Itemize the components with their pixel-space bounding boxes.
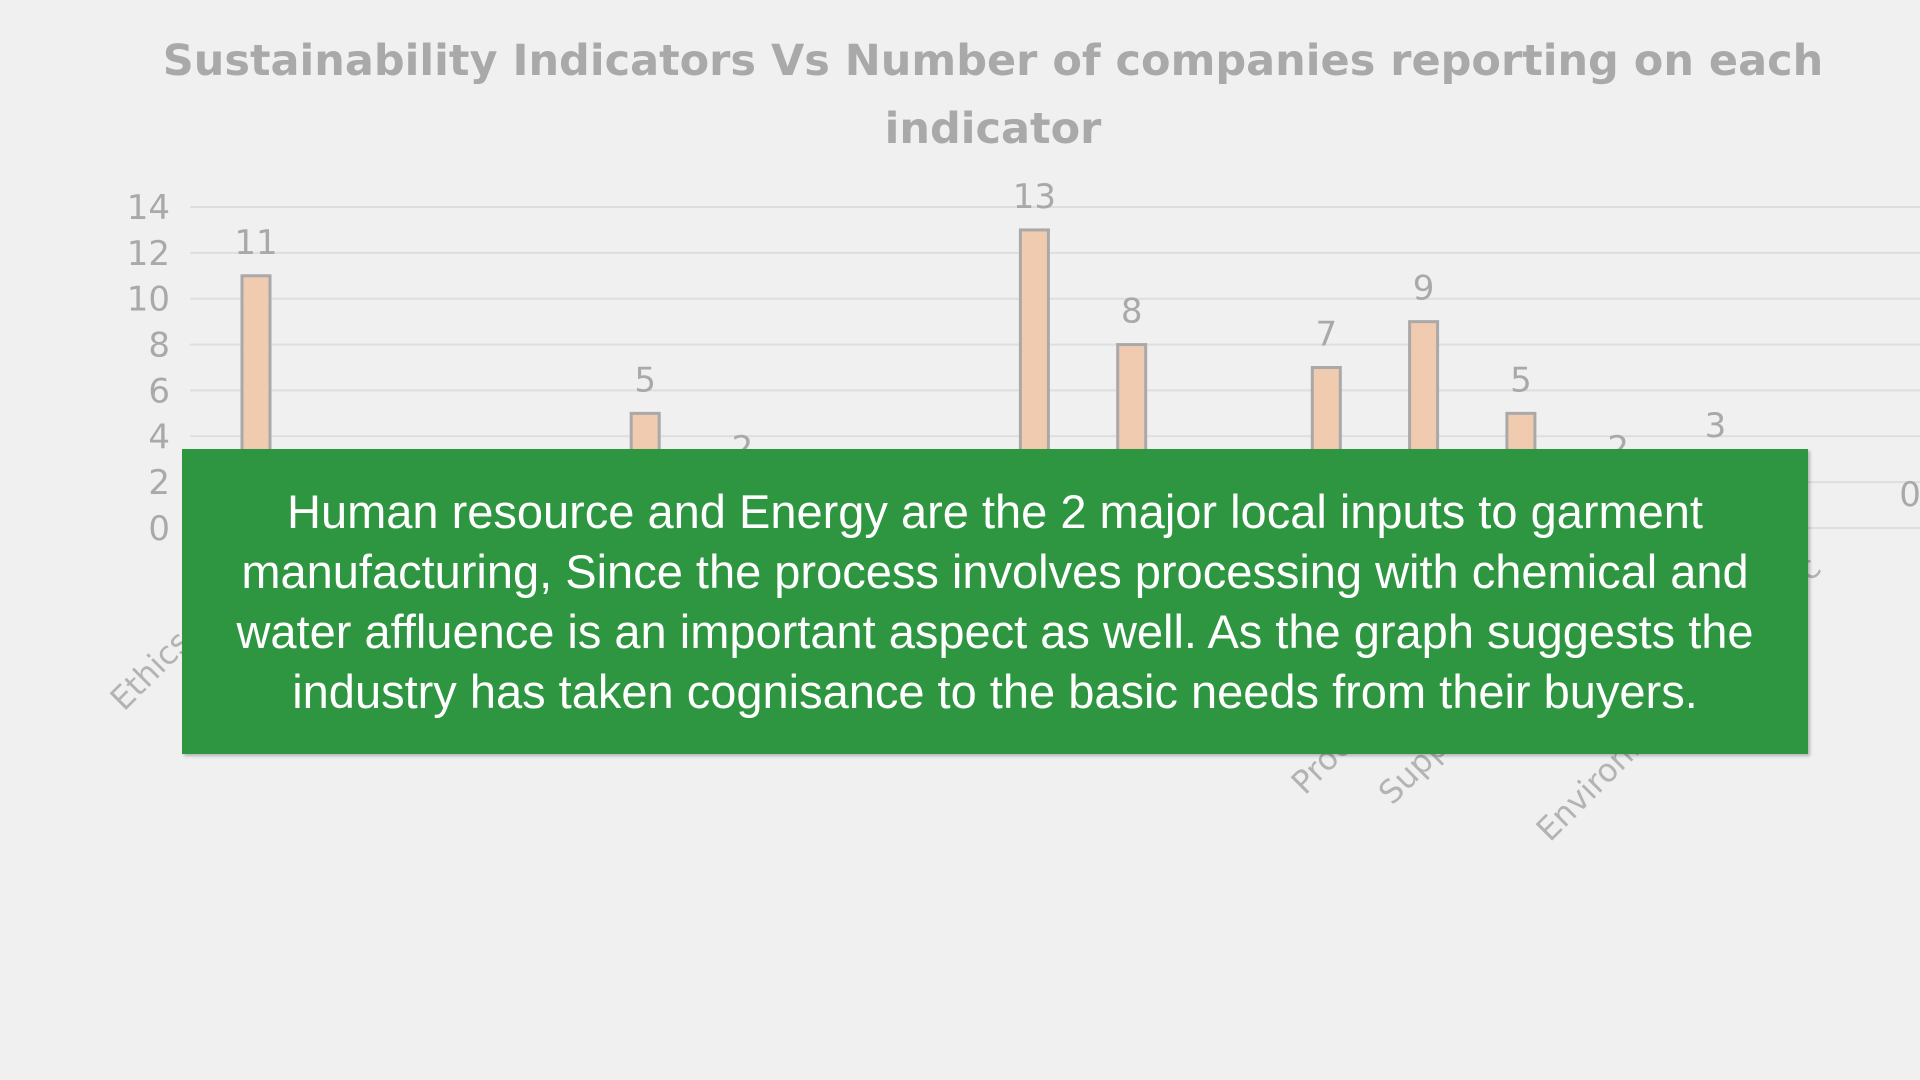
callout-text: Human resource and Energy are the 2 majo… [236,484,1754,718]
data-label: 5 [1510,360,1532,400]
y-tick-label: 0 [148,509,170,549]
y-tick-label: 6 [148,371,170,411]
data-label: 0 [1899,475,1920,515]
y-tick-label: 2 [148,463,170,503]
data-label: 3 [1705,406,1727,446]
y-tick-label: 8 [148,326,170,366]
summary-callout: Human resource and Energy are the 2 majo… [182,449,1808,754]
data-label: 11 [234,223,277,263]
y-tick-label: 12 [127,234,170,274]
data-label: 13 [1013,177,1056,217]
y-tick-label: 10 [127,280,170,320]
chart-title: Sustainability Indicators Vs Number of c… [163,36,1823,86]
y-tick-label: 14 [127,188,170,228]
data-label: 7 [1315,315,1337,355]
chart-title: indicator [885,104,1102,154]
y-tick-label: 4 [148,417,170,457]
data-label: 8 [1121,292,1143,332]
data-label: 5 [634,360,656,400]
data-label: 9 [1413,269,1435,309]
x-tick-label: anisms [1916,549,1920,656]
